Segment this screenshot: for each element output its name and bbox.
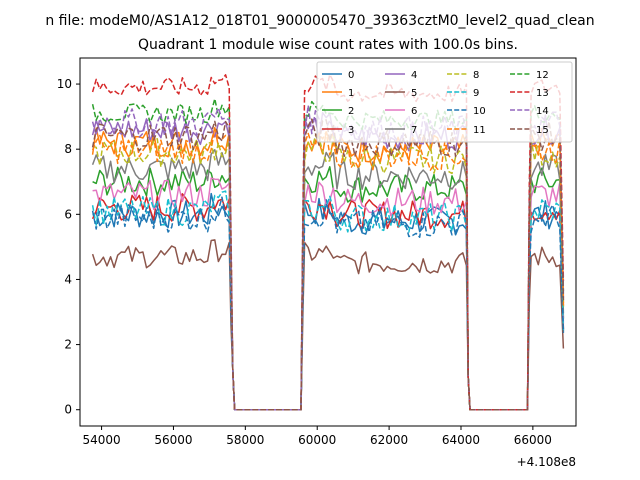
legend-label-9: 9 (473, 88, 479, 99)
legend-box (316, 61, 573, 143)
legend-label-5: 5 (411, 88, 417, 99)
legend-label-14: 14 (536, 106, 549, 117)
x-tick-label-60000: 60000 (298, 433, 336, 447)
legend-label-0: 0 (348, 70, 354, 81)
x-axis-offset-label: +4.108e8 (517, 455, 576, 469)
series-line-3 (91, 193, 565, 411)
series-line-6 (92, 177, 565, 411)
series-line-11 (91, 127, 565, 411)
x-tick-label-64000: 64000 (442, 433, 480, 447)
series-line-9 (91, 190, 565, 411)
x-tick-label-54000: 54000 (82, 433, 120, 447)
series-line-4 (91, 111, 565, 411)
legend-label-12: 12 (536, 70, 549, 81)
legend-label-4: 4 (411, 70, 417, 81)
legend-label-2: 2 (348, 106, 354, 117)
legend-label-15: 15 (536, 125, 549, 136)
y-tick-label-2: 2 (64, 338, 72, 352)
legend-label-6: 6 (411, 106, 417, 117)
x-axis: 54000 56000 58000 60000 62000 64000 66000 (82, 426, 552, 447)
y-tick-label-10: 10 (57, 77, 72, 91)
y-tick-label-8: 8 (64, 142, 72, 156)
chart-title: Quadrant 1 module wise count rates with … (138, 37, 518, 53)
y-tick-label-0: 0 (64, 403, 72, 417)
figure-suptitle: n file: modeM0/AS1A12_018T01_9000005470_… (45, 13, 594, 29)
x-tick-label-62000: 62000 (370, 433, 408, 447)
series-line-10 (91, 196, 565, 411)
y-tick-label-4: 4 (64, 272, 72, 286)
legend-label-10: 10 (473, 106, 486, 117)
series-line-7 (91, 149, 565, 411)
legend-label-11: 11 (473, 125, 486, 136)
legend-label-13: 13 (536, 88, 549, 99)
series-line-0 (92, 192, 565, 411)
legend-label-3: 3 (348, 125, 354, 136)
legend-label-1: 1 (348, 88, 354, 99)
series-line-5 (91, 239, 565, 411)
plot-frame (79, 57, 577, 427)
x-tick-label-66000: 66000 (514, 433, 552, 447)
series-line-8 (92, 135, 565, 411)
x-tick-label-58000: 58000 (226, 433, 264, 447)
series-line-15 (91, 118, 565, 411)
y-tick-label-6: 6 (64, 207, 72, 221)
y-axis: 0 2 4 6 8 10 (57, 77, 80, 417)
legend-label-7: 7 (411, 125, 417, 136)
x-tick-label-56000: 56000 (154, 433, 192, 447)
legend-label-8: 8 (473, 70, 479, 81)
